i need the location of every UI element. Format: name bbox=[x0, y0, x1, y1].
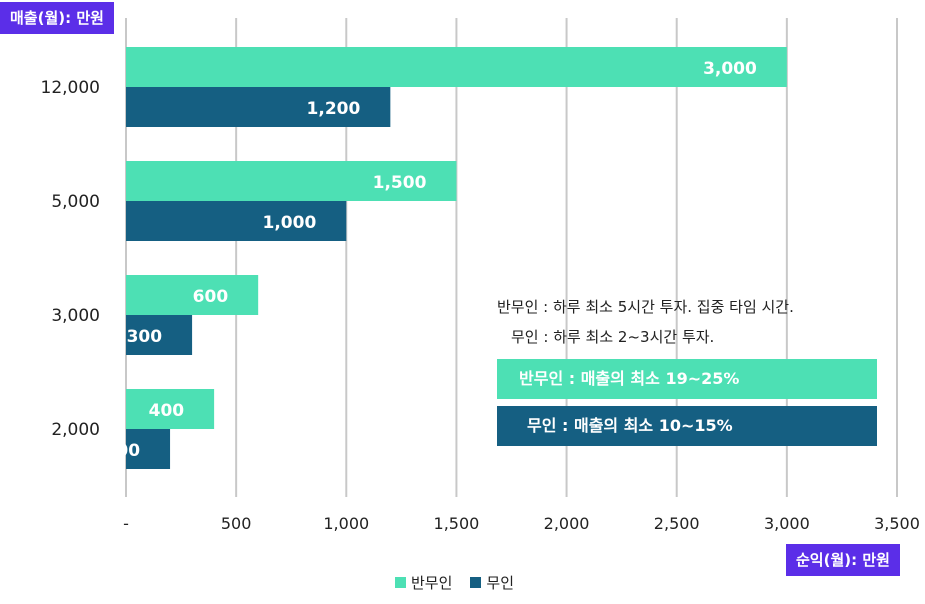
x-axis-unit-label: 순익(월): 만원 bbox=[786, 544, 900, 576]
data-label-semi-unmanned-1: 1,500 bbox=[373, 173, 427, 193]
legend-label-semi-unmanned: 반무인 bbox=[411, 574, 453, 592]
note-box-semi-unmanned-margin: 반무인 : 매출의 최소 19~25% bbox=[497, 359, 877, 399]
bar-unmanned-1 bbox=[126, 201, 347, 241]
x-tick-label-7: 3,500 bbox=[874, 514, 920, 533]
data-label-unmanned-0: 1,200 bbox=[307, 99, 361, 119]
data-label-semi-unmanned-2: 600 bbox=[193, 287, 229, 307]
legend-item-unmanned: 무인 bbox=[470, 572, 514, 593]
x-tick-label-3: 1,500 bbox=[434, 514, 480, 533]
legend-label-unmanned: 무인 bbox=[486, 574, 515, 592]
bar-semi-unmanned-3 bbox=[126, 389, 215, 429]
chart-legend: 반무인 무인 bbox=[395, 572, 532, 593]
data-label-unmanned-1: 1,000 bbox=[263, 213, 317, 233]
bar-unmanned-2 bbox=[126, 315, 193, 355]
y-category-label-3: 2,000 bbox=[51, 420, 100, 440]
legend-item-semi-unmanned: 반무인 bbox=[395, 572, 452, 593]
data-label-semi-unmanned-3: 400 bbox=[149, 401, 185, 421]
x-tick-label-0: - bbox=[123, 514, 129, 533]
x-tick-label-1: 500 bbox=[221, 514, 252, 533]
bar-unmanned-0 bbox=[126, 87, 391, 127]
y-category-label-1: 5,000 bbox=[51, 192, 100, 212]
data-label-semi-unmanned-0: 3,000 bbox=[703, 59, 757, 79]
y-category-label-0: 12,000 bbox=[41, 78, 100, 98]
x-tick-label-6: 3,000 bbox=[764, 514, 810, 533]
bar-semi-unmanned-1 bbox=[126, 161, 457, 201]
legend-swatch-semi-unmanned bbox=[395, 577, 406, 588]
legend-swatch-unmanned bbox=[470, 577, 482, 588]
x-tick-label-4: 2,000 bbox=[544, 514, 590, 533]
note-unmanned-hours: 무인 : 하루 최소 2~3시간 투자. bbox=[511, 328, 715, 346]
bar-semi-unmanned-0 bbox=[126, 47, 787, 87]
x-tick-label-2: 1,000 bbox=[323, 514, 369, 533]
y-axis-unit-label: 매출(월): 만원 bbox=[0, 2, 114, 34]
data-label-unmanned-2: 300 bbox=[127, 327, 163, 347]
x-tick-label-5: 2,500 bbox=[654, 514, 700, 533]
note-semi-unmanned-hours: 반무인 : 하루 최소 5시간 투자. 집중 타임 시간. bbox=[497, 298, 794, 316]
data-label-unmanned-3: 200 bbox=[105, 441, 141, 461]
note-box-unmanned-margin: 무인 : 매출의 최소 10~15% bbox=[497, 406, 877, 446]
bar-semi-unmanned-2 bbox=[126, 275, 259, 315]
bar-unmanned-3 bbox=[126, 429, 171, 469]
y-category-label-2: 3,000 bbox=[51, 306, 100, 326]
